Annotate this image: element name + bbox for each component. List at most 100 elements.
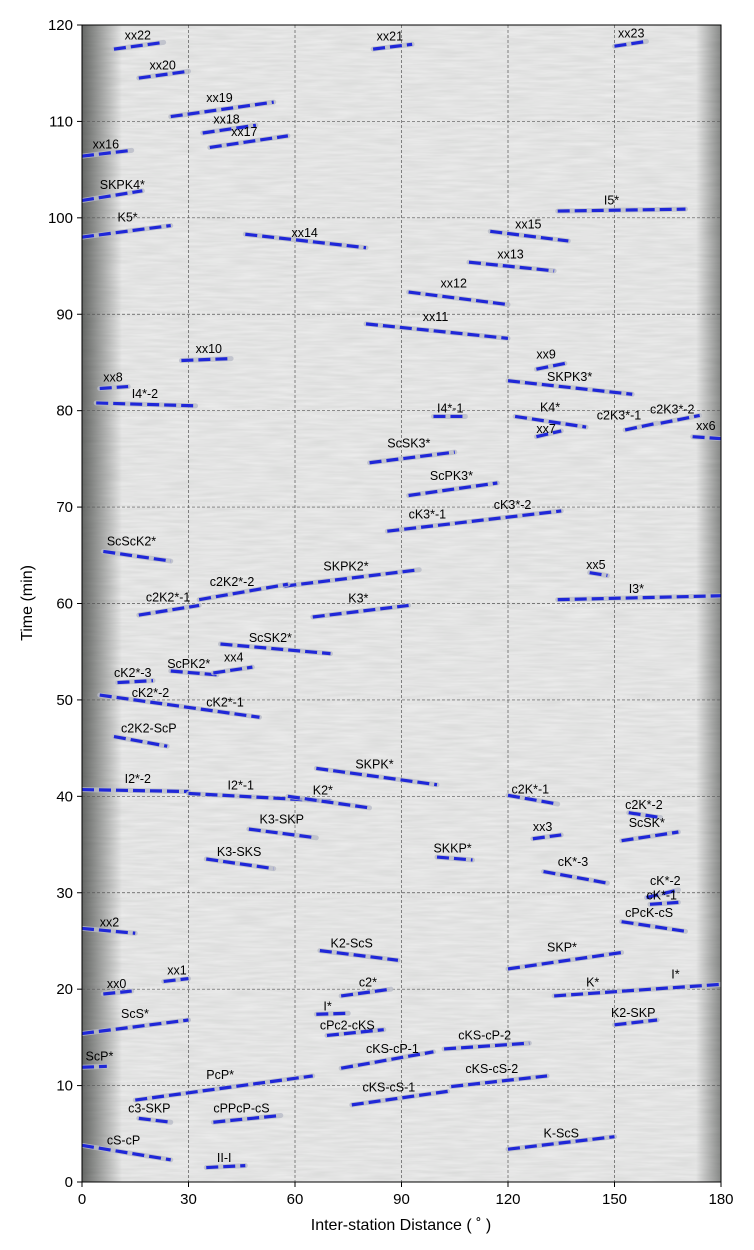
phase-segment bbox=[220, 642, 331, 656]
x-axis-label: Inter-station Distance ( ˚ ) bbox=[311, 1217, 492, 1234]
phase-label: xx2 bbox=[100, 915, 120, 929]
phase-label: xx16 bbox=[93, 137, 119, 151]
phase-segment bbox=[557, 207, 686, 213]
phase-label: xx3 bbox=[533, 820, 553, 834]
y-axis-label: Time (min) bbox=[19, 565, 36, 641]
phase-label: xx20 bbox=[149, 58, 175, 72]
phase-segment bbox=[557, 594, 721, 602]
phase-segment bbox=[490, 229, 569, 243]
phase-label: cKS-cP-1 bbox=[366, 1042, 419, 1056]
phase-label: I2*-1 bbox=[228, 779, 254, 793]
phase-label: K2-ScS bbox=[331, 937, 373, 951]
phase-label: SKP* bbox=[547, 941, 577, 955]
y-tick-label: 120 bbox=[48, 17, 73, 34]
phase-segment bbox=[554, 982, 721, 998]
phase-segment bbox=[82, 1064, 107, 1069]
phase-segment bbox=[316, 1011, 349, 1016]
phase-label: c2K2-ScP bbox=[121, 722, 177, 736]
phase-label: xx13 bbox=[497, 247, 523, 261]
phase-segment bbox=[170, 100, 274, 119]
phase-label: xx4 bbox=[224, 650, 244, 664]
phase-label: cK2*-1 bbox=[206, 696, 244, 710]
phase-segment bbox=[624, 421, 658, 432]
phase-segment bbox=[82, 148, 132, 158]
phase-label: xx5 bbox=[586, 558, 606, 572]
phase-label: xx21 bbox=[377, 29, 403, 43]
phase-label: c2* bbox=[359, 975, 377, 989]
segment-halo bbox=[448, 1073, 550, 1090]
phase-label: ScSK3* bbox=[387, 436, 430, 450]
phase-segment bbox=[82, 787, 189, 794]
phase-label: cK*-3 bbox=[558, 855, 589, 869]
phase-segment bbox=[507, 1135, 615, 1151]
phase-segment bbox=[213, 665, 253, 675]
dispersion-segments bbox=[82, 38, 721, 1171]
phase-segment bbox=[436, 855, 473, 862]
phase-label: c2K*-1 bbox=[512, 782, 550, 796]
phase-label: xx14 bbox=[291, 226, 317, 240]
phase-segment bbox=[614, 1018, 658, 1027]
phase-segment bbox=[621, 920, 686, 933]
phase-segment bbox=[646, 888, 679, 900]
y-tick-label: 0 bbox=[65, 1174, 73, 1191]
phase-label: K3* bbox=[348, 592, 368, 606]
y-tick-label: 10 bbox=[56, 1078, 73, 1095]
x-tick-label: 120 bbox=[495, 1191, 520, 1208]
phase-label: ScP* bbox=[86, 1050, 114, 1064]
phase-segment bbox=[198, 582, 289, 602]
phase-segment bbox=[514, 414, 587, 429]
phase-label: cK3*-1 bbox=[409, 508, 447, 522]
phase-label: cPPcP-cS bbox=[213, 1102, 269, 1116]
y-tick-label: 110 bbox=[49, 113, 73, 130]
axis-ticks: 0 30 60 90 120 150 180 0 10 20 30 40 50 60 70 80 90 100 11… bbox=[48, 17, 734, 1208]
phase-segment bbox=[340, 1050, 434, 1070]
phase-label: ScPK2* bbox=[167, 657, 210, 671]
phase-label: xx7 bbox=[536, 422, 556, 436]
phase-segment bbox=[170, 669, 218, 677]
phase-label: SKKP* bbox=[433, 841, 471, 855]
y-tick-label: 60 bbox=[56, 596, 73, 613]
phase-segment bbox=[532, 833, 562, 841]
phase-segment bbox=[340, 987, 392, 998]
y-tick-label: 80 bbox=[56, 403, 73, 420]
phase-segment bbox=[287, 794, 370, 810]
phase-segment bbox=[468, 260, 555, 273]
phase-segment bbox=[649, 900, 679, 906]
phase-segment bbox=[82, 223, 171, 239]
phase-segment bbox=[188, 791, 331, 803]
phase-segment bbox=[138, 1116, 171, 1124]
x-tick-label: 30 bbox=[180, 1191, 197, 1208]
phase-label: I* bbox=[323, 999, 331, 1013]
phase-label: SKPK4* bbox=[100, 178, 145, 192]
segment-halo bbox=[406, 289, 511, 308]
phase-segment bbox=[284, 568, 420, 588]
phase-segment bbox=[365, 322, 509, 340]
phase-segment bbox=[117, 679, 154, 685]
phase-segment bbox=[82, 1018, 189, 1036]
y-tick-label: 50 bbox=[56, 692, 73, 709]
phase-segment bbox=[326, 1028, 384, 1038]
phase-segment bbox=[103, 549, 171, 563]
phase-segment bbox=[113, 40, 164, 51]
phase-segment bbox=[206, 857, 274, 871]
phase-label: K4* bbox=[540, 401, 560, 415]
phase-label: c2K2*-2 bbox=[210, 575, 255, 589]
phase-label: xx8 bbox=[103, 371, 123, 385]
phase-label: K3-SKP bbox=[260, 812, 304, 826]
phase-label: cK3*-2 bbox=[494, 498, 532, 512]
phase-label: cK*-1 bbox=[646, 888, 677, 902]
phase-segment bbox=[206, 1164, 246, 1170]
phase-label: K5* bbox=[118, 211, 138, 225]
x-tick-label: 0 bbox=[78, 1191, 86, 1208]
phase-label: cK*-2 bbox=[650, 874, 681, 888]
phase-label: SKPK* bbox=[355, 757, 393, 771]
phase-label: xx1 bbox=[167, 964, 187, 978]
x-tick-label: 180 bbox=[708, 1191, 733, 1208]
phase-label: xx23 bbox=[618, 27, 644, 41]
phase-label: K-ScS bbox=[544, 1127, 579, 1141]
phase-segment bbox=[209, 134, 289, 150]
phase-label: cK2*-2 bbox=[132, 686, 170, 700]
phase-segment bbox=[99, 384, 129, 391]
y-tick-label: 100 bbox=[48, 210, 73, 227]
phase-label: SKPK2* bbox=[323, 560, 368, 574]
